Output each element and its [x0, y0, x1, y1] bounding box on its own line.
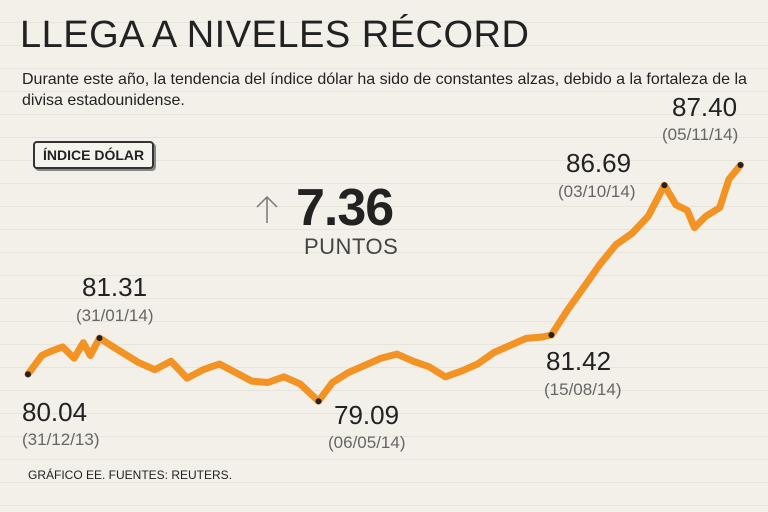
up-arrow-icon	[256, 195, 278, 223]
chart-title: LLEGA A NIVELES RÉCORD	[20, 14, 530, 56]
annotation-value-start: 80.04	[22, 397, 87, 427]
series-legend-label: ÍNDICE DÓLAR	[33, 141, 155, 169]
annotation-date-jan: (31/01/14)	[76, 306, 154, 325]
annotation-value-jan: 81.31	[82, 272, 147, 302]
data-point-marker-jan	[96, 335, 103, 342]
annotation-date-aug: (15/08/14)	[544, 380, 622, 399]
data-point-marker-nov	[737, 162, 744, 169]
data-point-marker-oct	[661, 182, 668, 189]
change-value: 7.36	[296, 179, 394, 237]
annotation-value-may: 79.09	[334, 400, 399, 430]
data-point-marker-start	[25, 371, 31, 378]
annotation-date-oct: (03/10/14)	[558, 182, 636, 201]
annotation-date-start: (31/12/13)	[22, 430, 100, 449]
annotation-value-oct: 86.69	[566, 148, 631, 178]
series-line	[24, 161, 744, 405]
source-note: GRÁFICO EE. FUENTES: REUTERS.	[28, 468, 233, 482]
change-unit: PUNTOS	[304, 234, 399, 259]
data-point-marker-aug	[548, 332, 555, 339]
annotation-value-aug: 81.42	[546, 346, 611, 376]
marker-group	[25, 162, 744, 405]
chart-subtitle: Durante este año, la tendencia del índic…	[22, 71, 747, 109]
annotation-value-nov: 87.40	[672, 92, 737, 122]
data-point-marker-may	[315, 398, 322, 405]
annotation-date-may: (06/05/14)	[328, 433, 406, 452]
annotation-date-nov: (05/11/14)	[662, 125, 738, 144]
